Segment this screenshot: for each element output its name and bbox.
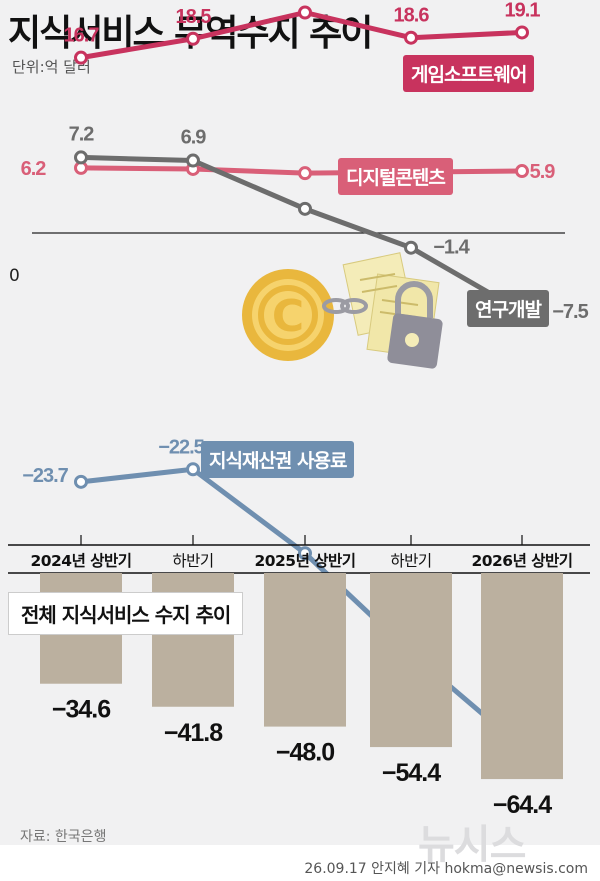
series-2-data-label: 7.2 <box>69 123 95 145</box>
series-1-data-label: 6.2 <box>21 158 47 180</box>
bar <box>264 573 346 727</box>
zero-tick-label: 0 <box>9 266 20 286</box>
series-0-point <box>515 25 529 40</box>
series-3-data-label: −23.7 <box>22 465 68 487</box>
series-1-point <box>298 166 312 181</box>
series-3-point <box>74 474 88 489</box>
credit-text: 26.09.17 안지혜 기자 hokma@newsis.com <box>304 861 588 877</box>
legend-r-and-d: 연구개발 <box>467 290 549 327</box>
bar <box>370 573 452 748</box>
bar-value-label: −48.0 <box>276 739 334 767</box>
legend-game-software: 게임소프트웨어 <box>403 55 535 92</box>
category-label: 2024년 상반기 <box>30 551 131 570</box>
series-0-point <box>404 30 418 45</box>
series-0-point <box>74 50 88 65</box>
series-1-data-label: 5.9 <box>530 161 556 183</box>
bar-chart-title: 전체 지식서비스 수지 추이 <box>8 592 244 635</box>
legend-digital-content: 디지털콘텐츠 <box>338 158 453 195</box>
series-2-point <box>298 201 312 216</box>
series-0-point <box>186 31 200 46</box>
bar-value-label: −54.4 <box>382 759 441 787</box>
series-1-point <box>515 164 529 179</box>
source-text: 자료: 한국은행 <box>20 829 107 845</box>
series-0-line <box>80 10 523 61</box>
category-label: 2026년 상반기 <box>471 551 572 570</box>
series-3-point <box>298 546 312 561</box>
series-0-data-label: 18.6 <box>394 5 430 27</box>
unit-label: 단위:억 달러 <box>12 58 91 76</box>
series-2-data-label: −1.4 <box>433 237 470 259</box>
category-label: 하반기 <box>390 552 431 570</box>
series-2-point <box>186 153 200 168</box>
svg-text:C: C <box>272 291 304 342</box>
bar-value-label: −64.4 <box>493 791 552 819</box>
series-2-data-label: 6.9 <box>181 127 207 149</box>
bar <box>481 573 563 780</box>
bar-value-label: −41.8 <box>164 719 223 747</box>
series-0-data-label: 18.5 <box>176 6 212 28</box>
series-0-point <box>298 5 312 20</box>
copyright-illustration: C <box>242 252 443 369</box>
series-0-data-label: 16.7 <box>64 25 100 47</box>
series-2-data-label: −7.5 <box>552 301 588 323</box>
series-0-data-label: 21.0 <box>288 0 324 2</box>
series-2-point <box>74 150 88 165</box>
category-label: 2025년 상반기 <box>254 551 355 570</box>
legend-ip-royalty: 지식재산권 사용료 <box>201 441 355 478</box>
category-label: 하반기 <box>172 552 213 570</box>
series-2-point <box>404 240 418 255</box>
series-3-point <box>186 462 200 477</box>
series-3-data-label: −22.5 <box>158 436 204 458</box>
newsis-watermark: 뉴시스 <box>418 822 526 868</box>
series-0-data-label: 19.1 <box>505 0 541 21</box>
bar-value-label: −34.6 <box>52 696 110 724</box>
